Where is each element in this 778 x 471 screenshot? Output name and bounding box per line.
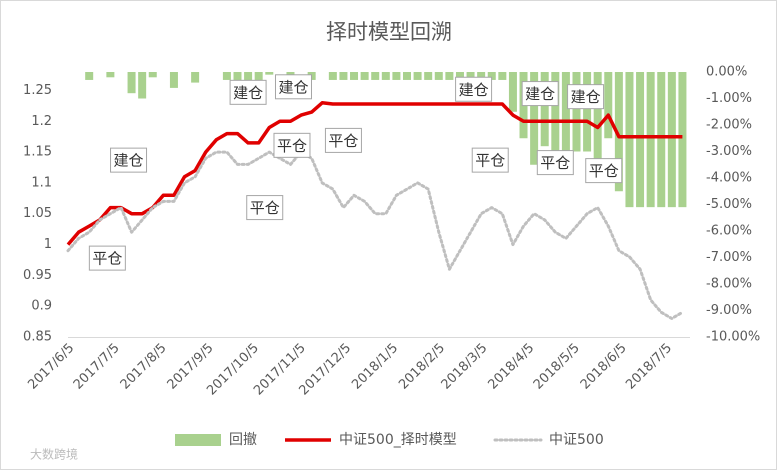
y2-tick-label: -3.00% bbox=[706, 144, 752, 159]
y2-tick-label: -4.00% bbox=[706, 171, 752, 186]
annotation: 建仓 bbox=[278, 78, 308, 96]
drawdown-bar bbox=[646, 72, 655, 208]
annotation-box bbox=[585, 158, 623, 184]
y2-tick-label: 0.00% bbox=[706, 65, 747, 80]
drawdown-bar bbox=[424, 72, 433, 80]
drawdown-bar bbox=[583, 72, 592, 152]
drawdown-bar bbox=[625, 72, 634, 208]
drawdown-bar bbox=[233, 72, 242, 86]
y-tick-label: 1.1 bbox=[31, 175, 52, 190]
y2-tick-label: -9.00% bbox=[706, 303, 752, 318]
index-line bbox=[66, 150, 684, 320]
legend-label: 中证500 bbox=[549, 432, 604, 448]
annotation: 建仓 bbox=[114, 152, 144, 170]
drawdown-bar bbox=[392, 72, 401, 80]
chart-title: 择时模型回溯 bbox=[326, 20, 452, 44]
y2-tick-label: -1.00% bbox=[706, 91, 752, 106]
y-tick-label: 1.25 bbox=[23, 83, 52, 98]
annotation: 平仓 bbox=[540, 154, 570, 172]
drawdown-bar bbox=[191, 72, 200, 83]
y-tick-label: 1.05 bbox=[23, 206, 52, 221]
drawdown-bar bbox=[466, 72, 475, 80]
drawdown-bar bbox=[434, 72, 443, 80]
drawdown-bar bbox=[127, 72, 136, 94]
annotation-box bbox=[324, 127, 362, 153]
drawdown-bar bbox=[350, 72, 359, 80]
drawdown-bar bbox=[561, 72, 570, 157]
drawdown-bar bbox=[265, 72, 274, 75]
drawdown-bar bbox=[328, 72, 337, 80]
drawdown-bar bbox=[477, 72, 486, 80]
y2-tick-label: -6.00% bbox=[706, 224, 752, 239]
drawdown-bar bbox=[551, 72, 560, 152]
annotation: 平仓 bbox=[328, 132, 358, 150]
watermark: 大数跨境 bbox=[30, 447, 78, 462]
annotation-box bbox=[455, 76, 493, 102]
y-tick-label: 0.95 bbox=[23, 268, 52, 283]
annotation-box bbox=[88, 245, 126, 271]
legend-label: 回撤 bbox=[229, 432, 257, 448]
drawdown-bar bbox=[604, 72, 613, 139]
annotation-box bbox=[274, 74, 312, 100]
drawdown-bar bbox=[657, 72, 666, 208]
annotation-box bbox=[273, 132, 311, 158]
annotation: 平仓 bbox=[250, 199, 280, 217]
drawdown-bar bbox=[371, 72, 380, 80]
drawdown-bar bbox=[508, 72, 517, 112]
drawdown-bar bbox=[614, 72, 623, 192]
annotation: 平仓 bbox=[475, 152, 505, 170]
drawdown-bar bbox=[530, 72, 539, 165]
y-tick-label: 1.2 bbox=[31, 114, 52, 129]
annotation: 平仓 bbox=[92, 250, 122, 268]
drawdown-bar bbox=[85, 72, 94, 80]
annotation: 建仓 bbox=[459, 81, 489, 99]
annotation-box bbox=[567, 84, 605, 110]
y2-tick-label: -8.00% bbox=[706, 277, 752, 292]
drawdown-bar bbox=[487, 72, 496, 80]
annotation-box bbox=[110, 147, 148, 173]
drawdown-bar bbox=[381, 72, 390, 80]
annotation: 建仓 bbox=[525, 85, 555, 103]
y-tick-label: 0.85 bbox=[23, 330, 52, 345]
annotation-box bbox=[521, 81, 559, 107]
y-tick-label: 1 bbox=[44, 237, 52, 252]
drawdown-bar bbox=[222, 72, 231, 80]
drawdown-bar bbox=[445, 72, 454, 80]
annotation-box bbox=[536, 150, 574, 176]
model-line bbox=[66, 101, 683, 246]
drawdown-bar bbox=[455, 72, 464, 80]
y2-tick-label: -10.00% bbox=[706, 330, 760, 345]
annotation-box bbox=[471, 147, 509, 173]
legend-swatch bbox=[175, 434, 221, 446]
legend-label: 中证500_择时模型 bbox=[339, 432, 457, 448]
y-tick-label: 1.15 bbox=[23, 145, 52, 160]
y2-tick-label: -2.00% bbox=[706, 118, 752, 133]
drawdown-bar bbox=[339, 72, 348, 80]
drawdown-bar bbox=[636, 72, 645, 208]
annotation-box bbox=[229, 79, 267, 105]
y2-tick-label: -5.00% bbox=[706, 197, 752, 212]
drawdown-bar bbox=[572, 72, 581, 152]
drawdown-bar bbox=[138, 72, 147, 99]
drawdown-bar bbox=[593, 72, 602, 165]
drawdown-bar bbox=[360, 72, 369, 80]
annotation: 平仓 bbox=[589, 162, 619, 180]
drawdown-bar bbox=[148, 72, 157, 78]
drawdown-bar bbox=[106, 72, 115, 78]
drawdown-bar bbox=[540, 72, 549, 147]
annotation: 平仓 bbox=[277, 137, 307, 155]
annotation: 建仓 bbox=[571, 88, 601, 106]
drawdown-bar bbox=[413, 72, 422, 80]
drawdown-bar bbox=[402, 72, 411, 80]
drawdown-bar bbox=[667, 72, 676, 208]
y2-tick-label: -7.00% bbox=[706, 250, 752, 265]
drawdown-bar bbox=[498, 72, 507, 80]
y-tick-label: 0.9 bbox=[31, 299, 52, 314]
drawdown-bar bbox=[678, 72, 687, 208]
annotation: 建仓 bbox=[233, 84, 263, 102]
annotation-box bbox=[246, 195, 284, 221]
drawdown-bar bbox=[169, 72, 178, 88]
